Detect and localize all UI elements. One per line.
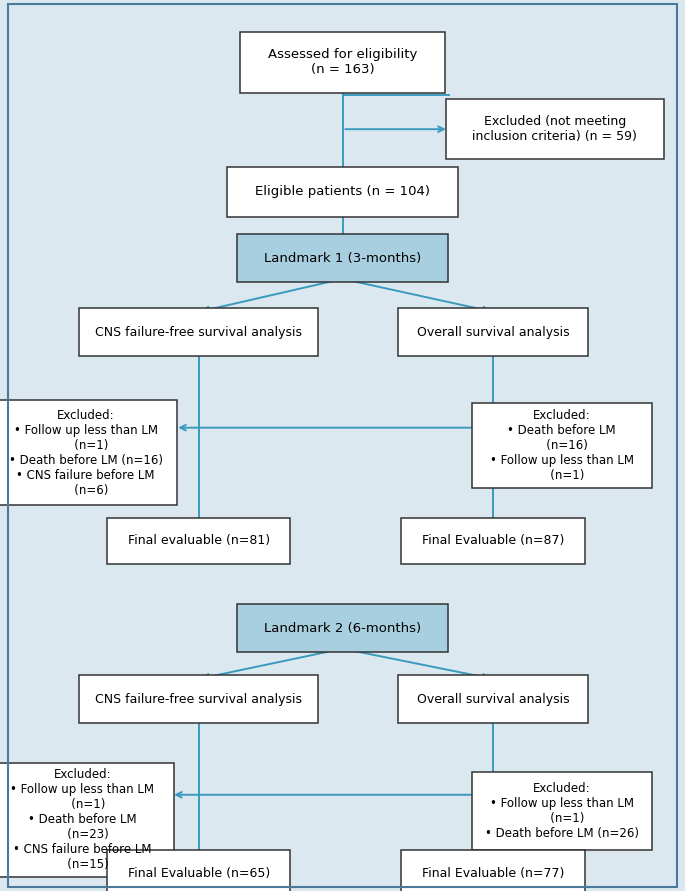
FancyBboxPatch shape (471, 772, 651, 850)
Text: Final Evaluable (n=87): Final Evaluable (n=87) (422, 535, 564, 547)
FancyBboxPatch shape (79, 308, 318, 356)
Text: Excluded:
• Death before LM
   (n=16)
• Follow up less than LM
   (n=1): Excluded: • Death before LM (n=16) • Fol… (490, 409, 634, 482)
Text: Eligible patients (n = 104): Eligible patients (n = 104) (255, 185, 430, 198)
Text: CNS failure-free survival analysis: CNS failure-free survival analysis (95, 326, 302, 339)
FancyBboxPatch shape (401, 850, 585, 891)
Text: CNS failure-free survival analysis: CNS failure-free survival analysis (95, 693, 302, 706)
FancyBboxPatch shape (398, 308, 588, 356)
FancyBboxPatch shape (446, 99, 664, 159)
Text: Excluded:
• Follow up less than LM
   (n=1)
• Death before LM (n=26): Excluded: • Follow up less than LM (n=1)… (485, 781, 638, 840)
Text: Final Evaluable (n=77): Final Evaluable (n=77) (422, 867, 564, 879)
FancyBboxPatch shape (240, 32, 445, 93)
FancyBboxPatch shape (0, 763, 174, 877)
FancyBboxPatch shape (107, 518, 290, 564)
Text: Overall survival analysis: Overall survival analysis (417, 326, 569, 339)
FancyBboxPatch shape (237, 604, 448, 652)
FancyBboxPatch shape (79, 675, 318, 723)
FancyBboxPatch shape (401, 518, 585, 564)
FancyBboxPatch shape (227, 167, 458, 217)
Text: Overall survival analysis: Overall survival analysis (417, 693, 569, 706)
FancyBboxPatch shape (0, 400, 177, 505)
Text: Final Evaluable (n=65): Final Evaluable (n=65) (127, 867, 270, 879)
Text: Excluded:
• Follow up less than LM
   (n=1)
• Death before LM (n=16)
• CNS failu: Excluded: • Follow up less than LM (n=1)… (9, 409, 162, 496)
FancyBboxPatch shape (107, 850, 290, 891)
Text: Excluded:
• Follow up less than LM
   (n=1)
• Death before LM
   (n=23)
• CNS fa: Excluded: • Follow up less than LM (n=1)… (10, 768, 154, 871)
Text: Final evaluable (n=81): Final evaluable (n=81) (127, 535, 270, 547)
FancyBboxPatch shape (237, 234, 448, 282)
FancyBboxPatch shape (471, 403, 651, 488)
Text: Assessed for eligibility
(n = 163): Assessed for eligibility (n = 163) (268, 48, 417, 77)
FancyBboxPatch shape (398, 675, 588, 723)
Text: Landmark 1 (3-months): Landmark 1 (3-months) (264, 252, 421, 265)
Text: Landmark 2 (6-months): Landmark 2 (6-months) (264, 622, 421, 634)
Text: Excluded (not meeting
inclusion criteria) (n = 59): Excluded (not meeting inclusion criteria… (473, 115, 637, 143)
